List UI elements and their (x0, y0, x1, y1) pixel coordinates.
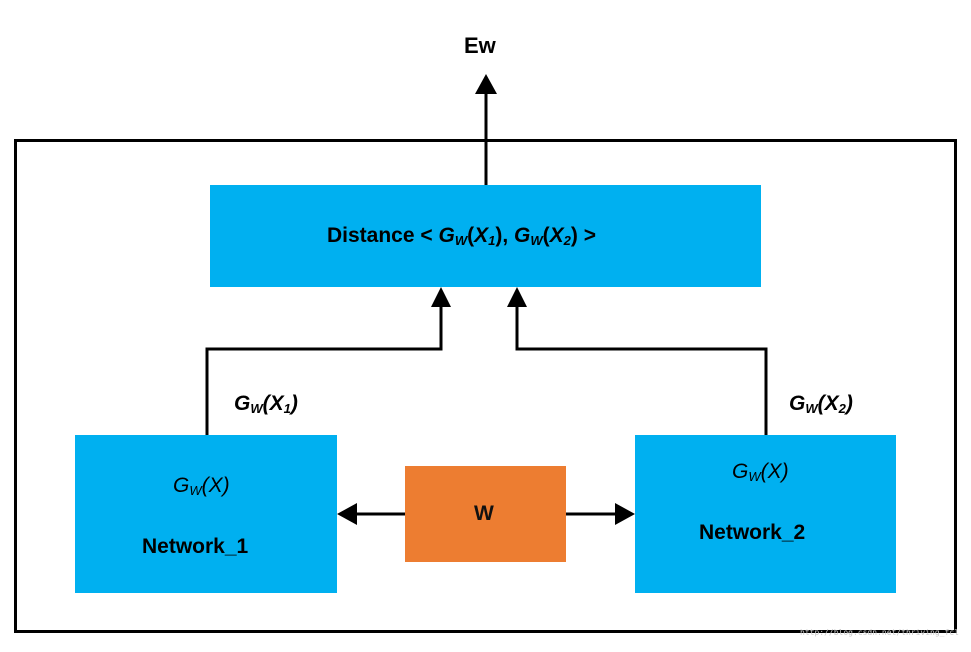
distance-sep: ), (495, 224, 515, 247)
right-weight-arrowhead (615, 503, 635, 525)
net1-w: W (189, 483, 202, 498)
output-label: Ew (464, 33, 496, 58)
edge2-close: ) (845, 392, 853, 415)
edge2-sub: 2 (838, 401, 846, 416)
edge-label-gw-x2: GW(X2) (789, 392, 853, 416)
left-branch-line (205, 305, 443, 435)
net2-w: W (748, 469, 761, 484)
shared-weights-label: W (474, 502, 494, 525)
distance-label: Distance < GW(X1), GW(X2) > (327, 224, 596, 248)
edge2-x: (X (817, 392, 839, 415)
distance-close: ) > (570, 224, 596, 247)
network-2-function: GW(X) (732, 460, 789, 484)
distance-sub1: 1 (488, 233, 496, 248)
edge-label-gw-x1: GW(X1) (234, 392, 298, 416)
net2-x: (X) (760, 460, 789, 483)
distance-g2: G (514, 224, 531, 247)
left-branch-arrowhead (431, 287, 451, 307)
network-1-box (75, 435, 337, 593)
distance-g1: G (438, 224, 455, 247)
net2-g: G (732, 460, 749, 483)
edge1-g: G (234, 392, 251, 415)
output-arrowhead (475, 74, 497, 94)
distance-prefix: Distance < (327, 224, 439, 247)
edge1-x: (X (262, 392, 284, 415)
distance-box (210, 185, 761, 287)
network-1-name: Network_1 (142, 535, 249, 558)
distance-w1: W (454, 233, 468, 248)
watermark: http://blog.csdn.net/thriving_fcl (800, 628, 959, 637)
distance-open1: ( (467, 224, 475, 247)
distance-w2: W (530, 233, 543, 248)
edge2-g: G (789, 392, 806, 415)
left-weight-arrowhead (337, 503, 357, 525)
network-2-name: Network_2 (699, 521, 806, 544)
edge1-close: ) (290, 392, 298, 415)
distance-sub2: 2 (563, 233, 571, 248)
network-2-box (635, 435, 896, 593)
shared-weights-box (405, 466, 566, 562)
edge1-w: W (250, 401, 263, 416)
edge2-w: W (805, 401, 818, 416)
distance-x2: X (549, 224, 564, 247)
network-1-function: GW(X) (173, 474, 230, 498)
distance-open2: ( (542, 224, 550, 247)
net1-x: (X) (201, 474, 230, 497)
right-branch-line (515, 305, 768, 435)
distance-x1: X (474, 224, 489, 247)
net1-g: G (173, 474, 190, 497)
right-branch-arrowhead (507, 287, 527, 307)
edge1-sub: 1 (283, 401, 291, 416)
